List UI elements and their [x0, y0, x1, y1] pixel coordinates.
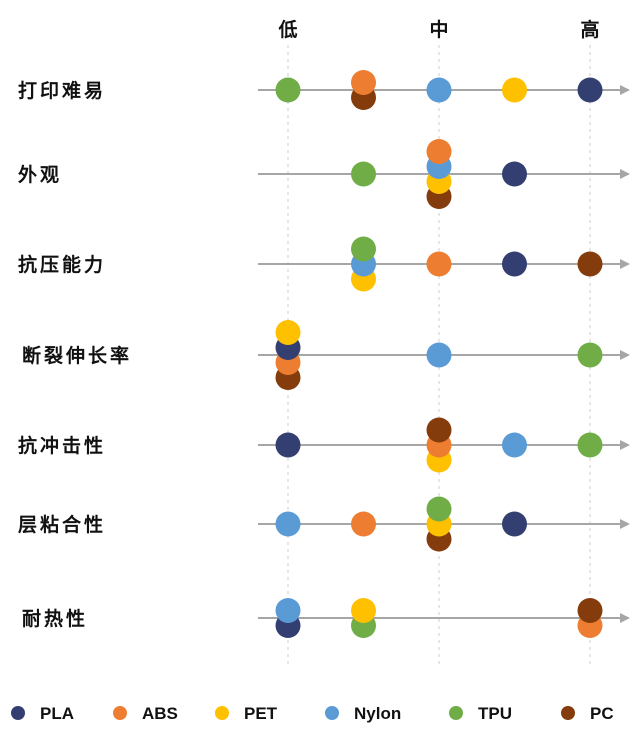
data-point-pla-5 — [275, 432, 301, 458]
data-point-tpu-3 — [351, 236, 376, 262]
data-point-nylon-4 — [426, 342, 452, 368]
data-point-tpu-6 — [426, 496, 452, 522]
row-label: 抗压能力 — [18, 253, 106, 276]
data-point-pc-3 — [577, 251, 603, 277]
legend-marker-pc — [561, 706, 575, 720]
data-point-pla-3 — [502, 251, 527, 277]
legend-label: PET — [244, 704, 278, 723]
data-point-tpu-4 — [577, 342, 603, 368]
legend-marker-nylon — [325, 706, 339, 720]
legend-marker-abs — [113, 706, 127, 720]
arrow-icon — [620, 440, 630, 450]
data-point-tpu-2 — [351, 161, 376, 187]
data-point-pet-7 — [351, 598, 376, 623]
legend-label: PC — [590, 704, 614, 723]
row-label: 耐热性 — [22, 607, 88, 630]
data-point-abs-3 — [426, 251, 452, 277]
row-label: 抗冲击性 — [18, 434, 106, 457]
legend-label: Nylon — [354, 704, 401, 723]
arrow-icon — [620, 519, 630, 529]
row-label: 打印难易 — [18, 79, 106, 102]
data-point-pla-6 — [502, 511, 527, 537]
legend-marker-pla — [11, 706, 25, 720]
data-point-abs-2 — [426, 139, 452, 164]
data-point-nylon-6 — [275, 511, 301, 537]
arrow-icon — [620, 613, 630, 623]
data-point-pet-4 — [275, 320, 301, 345]
data-point-pla-1 — [577, 77, 603, 103]
row-label: 层粘合性 — [18, 513, 106, 536]
data-point-abs-1 — [351, 70, 376, 95]
legend-label: PLA — [40, 704, 74, 723]
legend-marker-tpu — [449, 706, 463, 720]
data-point-tpu-1 — [275, 77, 301, 103]
legend-marker-pet — [215, 706, 229, 720]
legend-label: TPU — [478, 704, 512, 723]
legend-label: ABS — [142, 704, 178, 723]
row-label: 断裂伸长率 — [22, 344, 132, 367]
row-label: 外观 — [18, 163, 62, 186]
data-point-abs-6 — [351, 511, 376, 537]
arrow-icon — [620, 350, 630, 360]
x-tick-label: 低 — [277, 18, 297, 41]
arrow-icon — [620, 85, 630, 95]
data-point-nylon-1 — [426, 77, 452, 103]
arrow-icon — [620, 259, 630, 269]
data-point-nylon-5 — [502, 432, 527, 458]
data-point-pet-1 — [502, 77, 527, 103]
data-point-tpu-5 — [577, 432, 603, 458]
x-tick-label: 中 — [429, 18, 448, 41]
data-point-pc-7 — [577, 598, 603, 623]
data-point-nylon-7 — [275, 598, 301, 623]
arrow-icon — [620, 169, 630, 179]
data-point-pc-5 — [426, 417, 452, 443]
data-point-pla-2 — [502, 161, 527, 187]
x-tick-label: 高 — [580, 18, 599, 41]
